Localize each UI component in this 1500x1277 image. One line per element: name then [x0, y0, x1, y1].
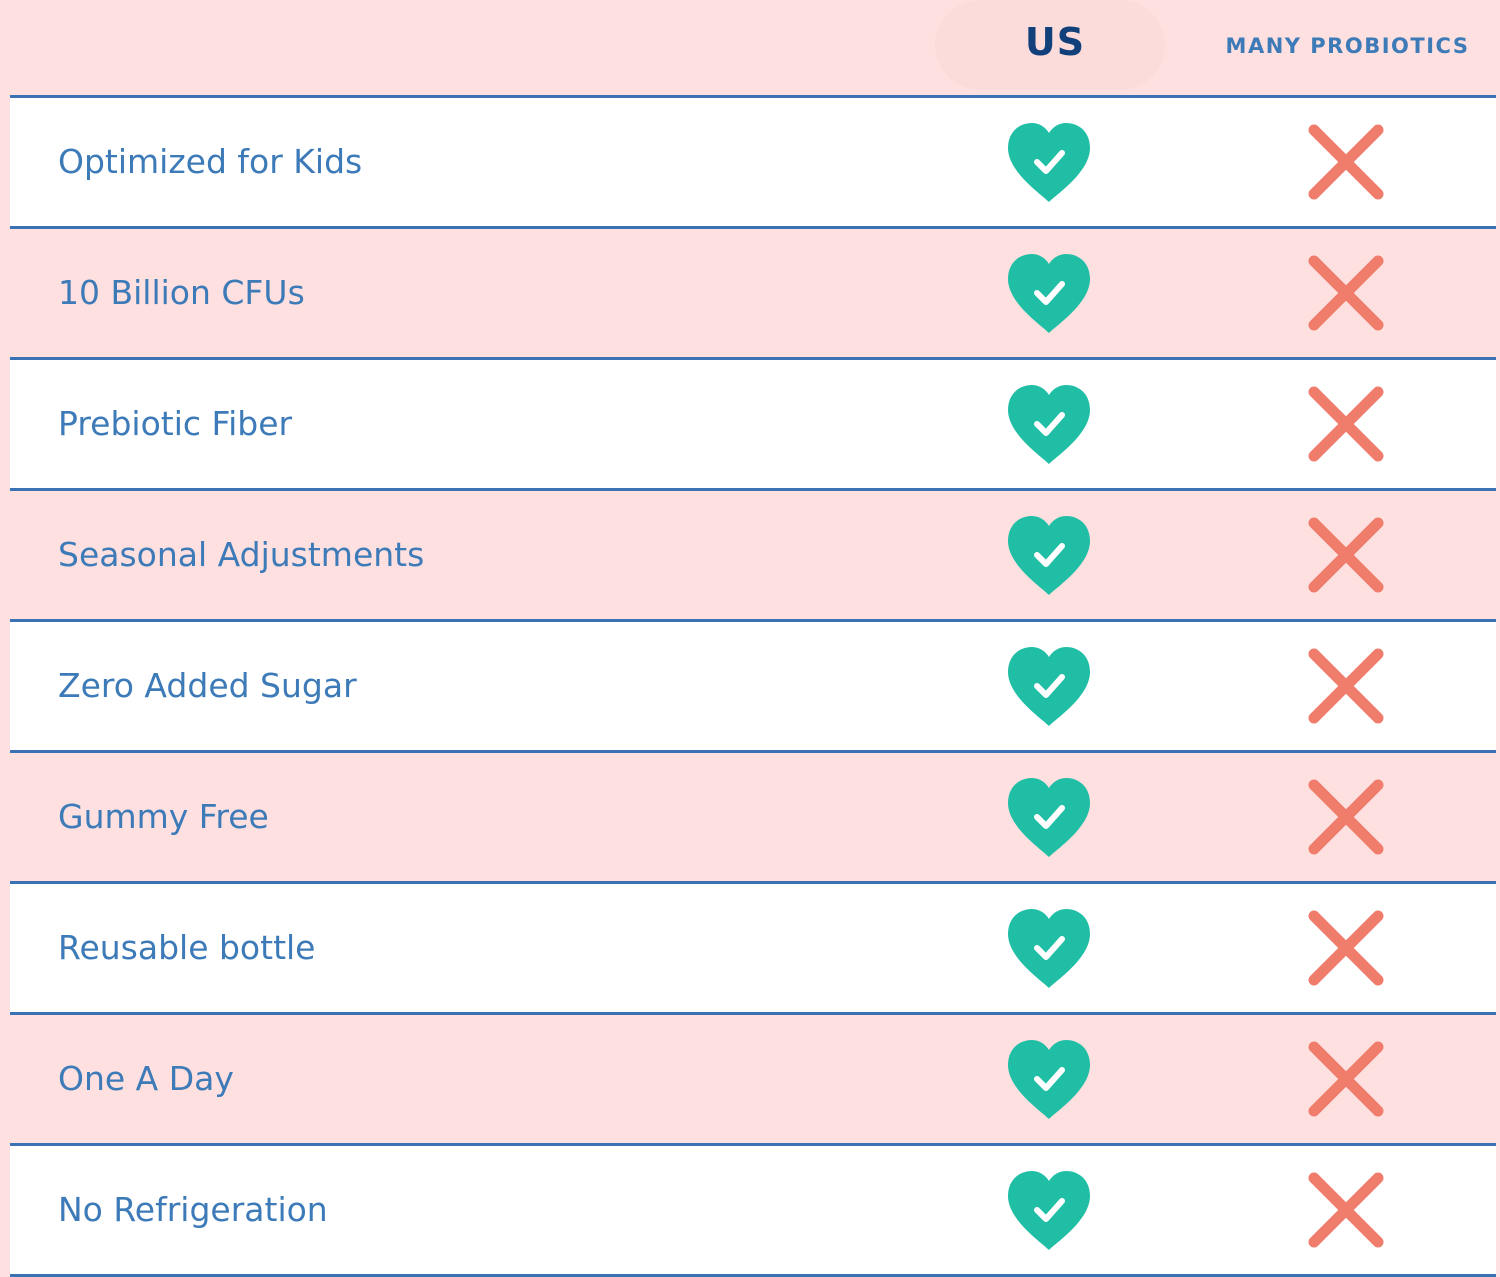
table-row: Reusable bottle	[10, 881, 1496, 1012]
table-row: Prebiotic Fiber	[10, 357, 1496, 488]
table-row: One A Day	[10, 1012, 1496, 1143]
heart-check-icon	[1008, 385, 1090, 464]
feature-label: Seasonal Adjustments	[58, 535, 425, 574]
heart-check-icon	[1008, 516, 1090, 595]
cross-icon	[1308, 910, 1384, 986]
heart-check-icon	[1008, 909, 1090, 988]
us-column-title: US	[1024, 20, 1086, 64]
cross-icon	[1308, 124, 1384, 200]
feature-label: Optimized for Kids	[58, 142, 363, 181]
table-row: 10 Billion CFUs	[10, 226, 1496, 357]
us-column-highlight	[935, 0, 1165, 90]
cross-icon	[1308, 779, 1384, 855]
comparison-table: Optimized for Kids 10 Billion CFUs Prebi…	[10, 95, 1496, 1277]
cross-icon	[1308, 648, 1384, 724]
table-row: Optimized for Kids	[10, 95, 1496, 226]
heart-check-icon	[1008, 647, 1090, 726]
cross-icon	[1308, 1041, 1384, 1117]
heart-check-icon	[1008, 778, 1090, 857]
feature-label: No Refrigeration	[58, 1190, 328, 1229]
heart-check-icon	[1008, 1040, 1090, 1119]
feature-label: Prebiotic Fiber	[58, 404, 293, 443]
cross-icon	[1308, 255, 1384, 331]
feature-label: Gummy Free	[58, 797, 269, 836]
table-row: No Refrigeration	[10, 1143, 1496, 1277]
competitor-column-title: MANY PROBIOTICS	[1225, 34, 1470, 58]
cross-icon	[1308, 517, 1384, 593]
feature-label: Zero Added Sugar	[58, 666, 357, 705]
table-row: Gummy Free	[10, 750, 1496, 881]
heart-check-icon	[1008, 254, 1090, 333]
heart-check-icon	[1008, 123, 1090, 202]
cross-icon	[1308, 1172, 1384, 1248]
feature-label: Reusable bottle	[58, 928, 316, 967]
feature-label: One A Day	[58, 1059, 234, 1098]
heart-check-icon	[1008, 1171, 1090, 1250]
table-row: Seasonal Adjustments	[10, 488, 1496, 619]
cross-icon	[1308, 386, 1384, 462]
feature-label: 10 Billion CFUs	[58, 273, 305, 312]
table-row: Zero Added Sugar	[10, 619, 1496, 750]
comparison-header: US MANY PROBIOTICS	[0, 0, 1500, 96]
